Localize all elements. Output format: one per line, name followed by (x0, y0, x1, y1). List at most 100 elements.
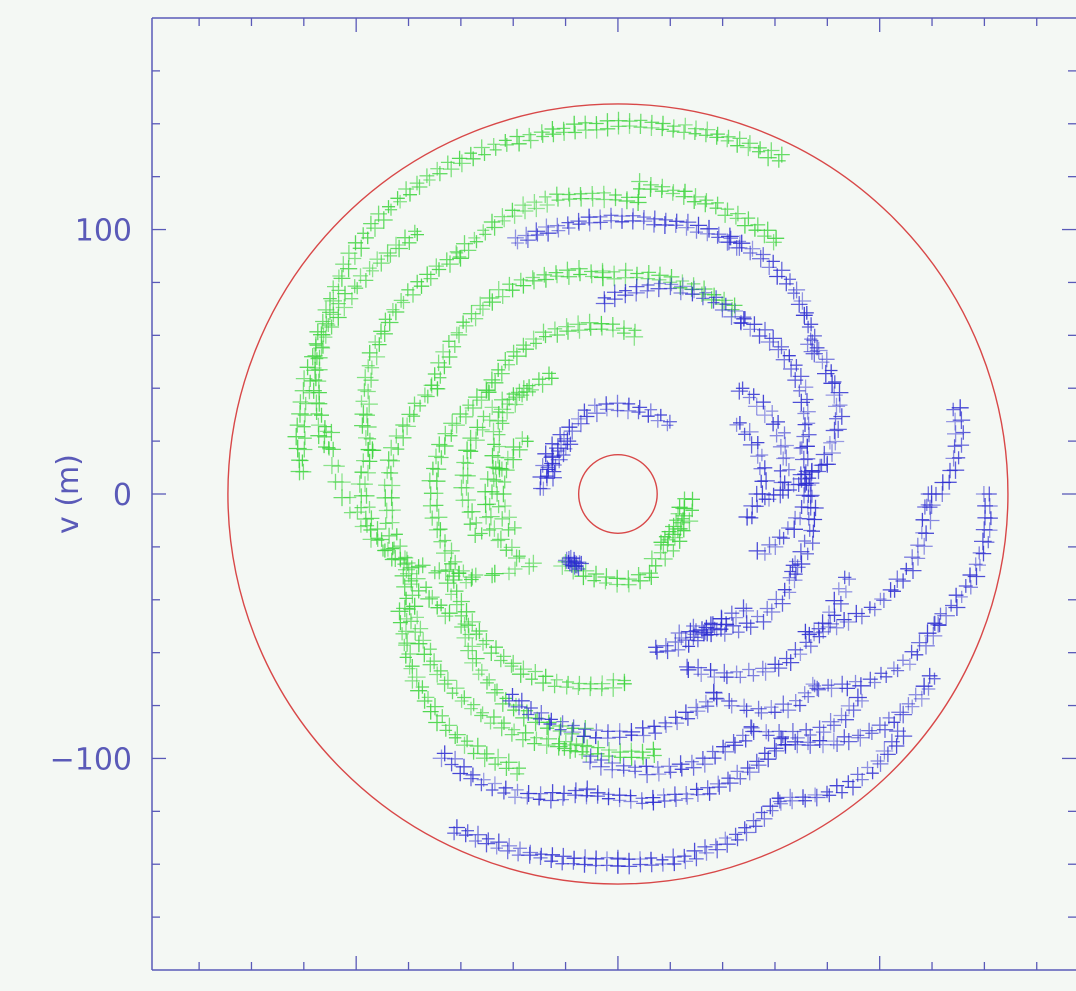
uv-point-marker (653, 277, 666, 290)
uv-point-marker (478, 633, 494, 649)
uv-point-marker (682, 640, 696, 653)
uv-point-marker (571, 411, 586, 427)
uv-point-marker (533, 481, 548, 496)
uv-point-marker (700, 219, 718, 238)
uv-point-marker (822, 788, 837, 803)
uv-point-marker (673, 514, 691, 532)
uv-point-marker (504, 727, 520, 742)
uv-point-marker (625, 728, 638, 742)
uv-point-marker (686, 842, 703, 859)
uv-point-marker (766, 405, 779, 418)
uv-point-marker (309, 323, 327, 341)
uv-point-marker (398, 181, 414, 197)
uv-point-marker (454, 466, 472, 484)
uv-point-marker (539, 190, 552, 204)
uv-point-marker (718, 831, 732, 845)
uv-point-marker (354, 520, 368, 533)
uv-point-marker (733, 234, 751, 252)
uv-point-marker (494, 391, 511, 408)
uv-point-marker (439, 671, 457, 689)
uv-point-marker (578, 115, 593, 130)
uv-point-marker (729, 827, 743, 841)
uv-point-marker (462, 429, 479, 447)
uv-point-marker (688, 623, 704, 638)
uv-point-marker (516, 337, 531, 353)
uv-point-marker (765, 234, 782, 251)
uv-point-marker (437, 563, 455, 580)
uv-point-marker (747, 669, 760, 682)
uv-point-marker (509, 128, 525, 144)
uv-point-marker (641, 265, 657, 280)
uv-point-marker (484, 399, 500, 415)
uv-point-marker (806, 524, 820, 538)
uv-point-marker (875, 742, 894, 760)
uv-point-marker (897, 654, 910, 667)
uv-point-marker (801, 626, 817, 642)
uv-point-marker (567, 719, 580, 732)
uv-point-marker (545, 436, 560, 451)
uv-point-marker (792, 543, 810, 561)
uv-point-marker (767, 538, 784, 555)
uv-point-marker (625, 208, 641, 224)
uv-point-marker (441, 605, 458, 622)
uv-point-marker (894, 705, 913, 724)
uv-point-marker (798, 534, 811, 548)
uv-point-marker (384, 203, 398, 216)
uv-point-marker (768, 743, 785, 759)
uv-point-marker (621, 858, 638, 875)
uv-point-marker (686, 277, 701, 291)
uv-point-marker (441, 255, 459, 273)
uv-point-marker (743, 719, 760, 736)
uv-point-marker (846, 702, 862, 718)
uv-point-marker (773, 146, 790, 163)
uv-point-marker (436, 745, 453, 762)
uv-point-marker (771, 415, 785, 429)
uv-point-marker (378, 244, 397, 262)
uv-point-marker (398, 638, 411, 652)
uv-point-marker (390, 602, 409, 621)
uv-point-marker (588, 404, 606, 423)
uv-point-marker (329, 309, 347, 326)
uv-point-marker (757, 228, 772, 244)
uv-point-marker (861, 722, 877, 739)
uv-point-marker (677, 853, 694, 870)
uv-point-marker (690, 787, 706, 802)
uv-point-marker (809, 680, 825, 697)
uv-point-marker (492, 530, 510, 549)
uv-point-marker (748, 223, 762, 237)
uv-point-marker (380, 313, 399, 332)
uv-point-marker (483, 213, 501, 231)
uv-point-marker (484, 716, 497, 730)
uv-point-marker (324, 319, 340, 335)
uv-point-marker (639, 283, 655, 299)
uv-point-marker (472, 668, 485, 681)
uv-point-marker (674, 762, 689, 777)
uv-point-marker (424, 378, 438, 392)
uv-point-marker (599, 113, 616, 129)
uv-point-marker (299, 359, 316, 376)
uv-point-marker (477, 496, 495, 513)
uv-point-marker (663, 269, 680, 285)
uv-point-marker (556, 785, 572, 802)
uv-point-marker (379, 517, 392, 530)
uv-point-marker (904, 562, 922, 579)
uv-point-marker (357, 510, 374, 528)
uv-point-marker (489, 281, 508, 299)
uv-point-marker (549, 186, 565, 202)
uv-point-marker (739, 734, 753, 748)
uv-point-marker (730, 138, 745, 153)
uv-point-marker (358, 430, 374, 446)
uv-point-marker (498, 475, 512, 489)
uv-point-marker (498, 760, 514, 776)
uv-point-marker (366, 264, 379, 278)
uv-point-marker (484, 567, 500, 584)
uv-point-marker (753, 485, 771, 503)
uv-point-marker (948, 599, 966, 616)
uv-point-marker (861, 761, 874, 774)
uv-point-marker (515, 709, 533, 727)
uv-point-marker (353, 488, 369, 504)
uv-point-marker (628, 278, 645, 295)
uv-point-marker (748, 542, 767, 560)
uv-point-marker (507, 703, 520, 717)
uv-point-marker (471, 296, 490, 315)
